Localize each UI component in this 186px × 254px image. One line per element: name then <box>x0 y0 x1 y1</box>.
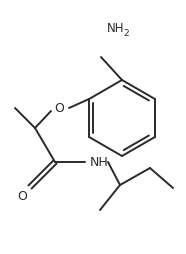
Text: 2: 2 <box>123 28 129 38</box>
Text: O: O <box>17 190 27 203</box>
Text: O: O <box>54 102 64 115</box>
Text: NH: NH <box>90 155 109 168</box>
Text: NH: NH <box>107 22 124 35</box>
